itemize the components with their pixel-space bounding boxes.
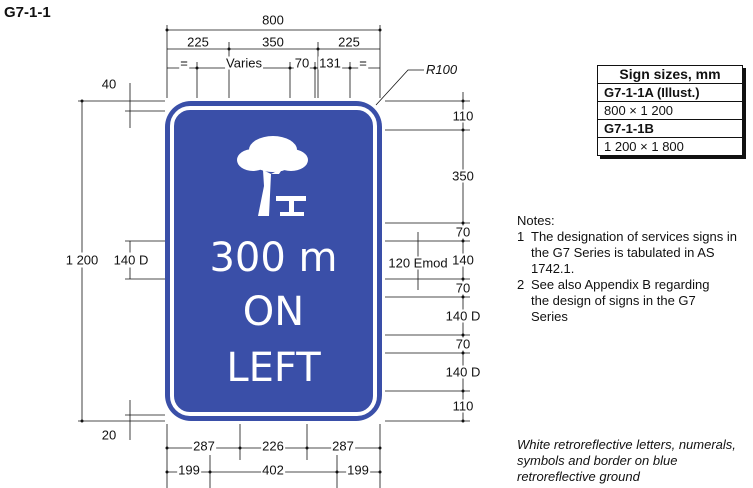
notes: Notes: 1 The designation of services sig… <box>517 213 747 325</box>
sign-line-on: ON <box>242 289 305 335</box>
note-number: 2 <box>517 277 525 292</box>
note-text: See also Appendix B regarding the design… <box>531 277 710 324</box>
radius-label: R100 <box>426 62 458 77</box>
notes-title: Notes: <box>517 213 555 228</box>
dim-equal-right: = <box>358 55 368 71</box>
dim-right-7: 70 <box>454 336 472 352</box>
dim-top-middle: 350 <box>261 34 285 50</box>
table-row-code: G7-1-1A (Illust.) <box>598 83 742 101</box>
table-row-size: 1 200 × 1 800 <box>598 137 742 155</box>
dim-equal-left: = <box>179 55 189 71</box>
table-row-code: G7-1-1B <box>598 119 742 137</box>
material-caption: White retroreflective letters, numerals,… <box>517 437 736 484</box>
note-item: 1 The designation of services signs in t… <box>517 229 747 277</box>
dim-top-right: 225 <box>337 34 361 50</box>
road-sign: 300 m ON LEFT <box>165 101 382 421</box>
tree-picnic-table-icon <box>237 136 308 216</box>
dim-top-margin: 40 <box>100 76 118 92</box>
sign-border <box>170 106 377 416</box>
dim-right-3: 70 <box>454 224 472 240</box>
dim-varies: Varies <box>225 55 263 71</box>
dim-131: 131 <box>318 55 342 71</box>
note-text: The designation of services signs in the… <box>531 229 737 276</box>
dim-right-6: 140 D <box>444 308 482 324</box>
dim-right-2: 350 <box>451 168 475 184</box>
dim-right-1: 110 <box>451 108 475 124</box>
dim-emod: 120 Emod <box>387 255 449 271</box>
dim-bottom-1-left: 287 <box>192 438 216 454</box>
table-row-size: 800 × 1 200 <box>598 101 742 119</box>
dim-bottom-2-middle: 402 <box>261 462 285 478</box>
dim-70: 70 <box>293 55 311 71</box>
dim-bottom-1-middle: 226 <box>261 438 285 454</box>
table-header: Sign sizes, mm <box>619 66 721 82</box>
dim-symbol-text: 140 D <box>113 252 149 268</box>
dim-overall-width: 800 <box>261 12 285 28</box>
sign-line-left: LEFT <box>226 345 321 391</box>
drawing-title: G7-1-1 <box>4 4 51 21</box>
sign-sizes-table: Sign sizes, mm G7-1-1A (Illust.) 800 × 1… <box>597 65 743 156</box>
dim-right-9: 110 <box>451 398 475 414</box>
note-number: 1 <box>517 229 525 244</box>
sign-distance: 300 m <box>209 235 338 281</box>
dim-bottom-2-right: 199 <box>346 462 370 478</box>
dim-top-left: 225 <box>186 34 210 50</box>
dim-bottom-2-left: 199 <box>177 462 201 478</box>
note-item: 2 See also Appendix B regarding the desi… <box>517 277 727 325</box>
dim-right-5: 70 <box>454 280 472 296</box>
dim-bottom-margin: 20 <box>100 427 118 443</box>
dim-overall-height: 1 200 <box>65 252 99 268</box>
dim-right-4: 140 <box>451 252 475 268</box>
dim-bottom-1-right: 287 <box>331 438 355 454</box>
dim-right-8: 140 D <box>444 364 482 380</box>
